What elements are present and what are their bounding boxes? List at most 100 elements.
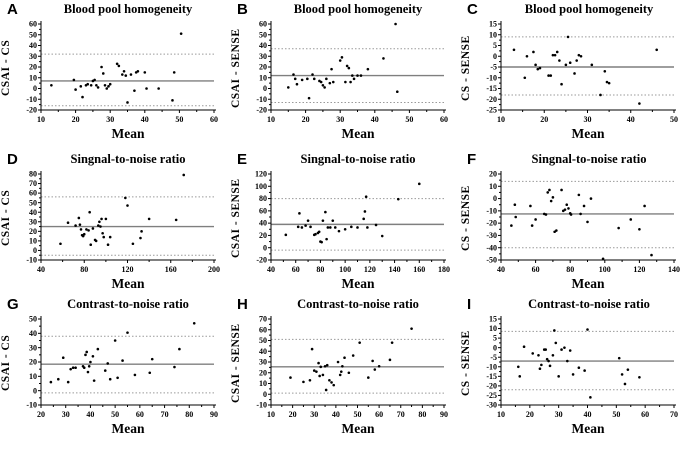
svg-text:30: 30 <box>29 52 37 61</box>
svg-text:-10: -10 <box>256 95 267 104</box>
svg-text:30: 30 <box>555 410 563 419</box>
svg-text:140: 140 <box>668 265 680 274</box>
x-axis-label: Mean <box>571 126 605 141</box>
panel-c: C Blood pool homogeneity CS - SENSE -25 -… <box>460 0 692 150</box>
panel-i: I Contrast-to-noise ratio CS - SENSE -30… <box>460 295 692 449</box>
svg-text:80: 80 <box>418 410 426 419</box>
svg-text:40: 40 <box>371 115 379 124</box>
panel-f: F Singnal-to-noise ratio CS - SENSE -50-… <box>460 150 692 295</box>
y-axis-label: CSAI - SENSE <box>230 178 242 258</box>
svg-text:120: 120 <box>364 265 376 274</box>
svg-text:0: 0 <box>33 386 37 395</box>
panel-g: G Contrast-to-noise ratio CSAI - CS -10 0… <box>0 295 230 449</box>
svg-text:30: 30 <box>310 410 318 419</box>
svg-text:30: 30 <box>259 52 267 61</box>
svg-text:10: 10 <box>267 410 275 419</box>
svg-text:50: 50 <box>670 115 678 124</box>
svg-text:20: 20 <box>289 410 297 419</box>
svg-text:50: 50 <box>354 410 362 419</box>
x-axis-label: Mean <box>111 276 145 291</box>
svg-text:100: 100 <box>255 182 267 191</box>
svg-text:20: 20 <box>37 410 45 419</box>
panel-d: D Singnal-to-noise ratio CSAI - CS -10 0 1… <box>0 150 230 295</box>
chart-title: Singnal-to-noise ratio <box>70 152 186 166</box>
svg-text:60: 60 <box>532 265 540 274</box>
svg-text:30: 30 <box>106 115 114 124</box>
chart-title: Blood pool homogeneity <box>293 2 423 16</box>
svg-text:40: 40 <box>259 219 267 228</box>
svg-text:120: 120 <box>255 170 267 179</box>
panel-a: A Blood pool homogeneity CSAI - CS -20 -1… <box>0 0 230 150</box>
panel-letter: H <box>237 296 248 313</box>
svg-text:15: 15 <box>489 315 497 324</box>
x-axis-label: Mean <box>341 126 375 141</box>
svg-text:70: 70 <box>161 410 169 419</box>
scatter-plot: -50 -40 -30 -20 -10 0 10 20 40 60 80 100 120 140 <box>486 170 680 274</box>
svg-text:10: 10 <box>497 410 505 419</box>
svg-text:60: 60 <box>210 115 218 124</box>
svg-text:10: 10 <box>489 182 497 191</box>
svg-text:0: 0 <box>33 84 37 93</box>
svg-text:80: 80 <box>316 265 324 274</box>
svg-text:50: 50 <box>29 315 37 324</box>
svg-text:20: 20 <box>29 227 37 236</box>
svg-text:100: 100 <box>599 265 611 274</box>
svg-text:50: 50 <box>29 30 37 39</box>
svg-text:20: 20 <box>72 115 80 124</box>
svg-text:-20: -20 <box>256 256 267 265</box>
svg-text:180: 180 <box>438 265 450 274</box>
y-axis-label: CSAI - SENSE <box>230 323 242 403</box>
svg-text:50: 50 <box>111 410 119 419</box>
x-axis-label: Mean <box>571 421 605 436</box>
panel-letter: G <box>7 296 19 313</box>
svg-text:50: 50 <box>29 198 37 207</box>
svg-text:20: 20 <box>259 63 267 72</box>
chart-title: Contrast-to-noise ratio <box>297 297 419 311</box>
scatter-plot: -20 0 20 40 60 80 100 120 40 60 80 100 120 140 160 180 <box>255 170 450 274</box>
panel-letter: D <box>7 151 18 168</box>
svg-text:70: 70 <box>397 410 405 419</box>
chart-title: Singnal-to-noise ratio <box>300 152 416 166</box>
svg-text:50: 50 <box>259 30 267 39</box>
svg-text:40: 40 <box>29 208 37 217</box>
chart-title: Contrast-to-noise ratio <box>528 297 650 311</box>
x-axis-label: Mean <box>571 276 605 291</box>
panel-letter: E <box>237 151 248 168</box>
svg-text:10: 10 <box>489 324 497 333</box>
svg-text:-10: -10 <box>26 401 37 410</box>
svg-text:20: 20 <box>302 115 310 124</box>
svg-text:-10: -10 <box>486 362 497 371</box>
svg-text:100: 100 <box>339 265 351 274</box>
svg-text:15: 15 <box>489 20 497 29</box>
svg-text:10: 10 <box>267 115 275 124</box>
chart-title: Singnal-to-noise ratio <box>531 152 647 166</box>
svg-text:60: 60 <box>259 206 267 215</box>
svg-text:10: 10 <box>259 73 267 82</box>
svg-text:0: 0 <box>493 343 497 352</box>
svg-text:60: 60 <box>375 410 383 419</box>
svg-text:40: 40 <box>259 347 267 356</box>
svg-text:30: 30 <box>29 343 37 352</box>
svg-text:60: 60 <box>259 20 267 29</box>
svg-text:40: 40 <box>29 329 37 338</box>
svg-text:160: 160 <box>165 265 177 274</box>
svg-text:5: 5 <box>493 41 497 50</box>
svg-text:60: 60 <box>641 410 649 419</box>
svg-text:120: 120 <box>633 265 645 274</box>
svg-text:0: 0 <box>33 246 37 255</box>
svg-text:-30: -30 <box>486 231 497 240</box>
chart-title: Blood pool homogeneity <box>524 2 654 16</box>
svg-text:10: 10 <box>37 115 45 124</box>
svg-text:-10: -10 <box>486 206 497 215</box>
svg-text:30: 30 <box>336 115 344 124</box>
svg-text:40: 40 <box>497 265 505 274</box>
svg-text:10: 10 <box>489 30 497 39</box>
svg-text:20: 20 <box>29 358 37 367</box>
y-axis-label: CSAI - CS <box>0 189 12 247</box>
y-axis-label: CSAI - CS <box>0 334 12 392</box>
